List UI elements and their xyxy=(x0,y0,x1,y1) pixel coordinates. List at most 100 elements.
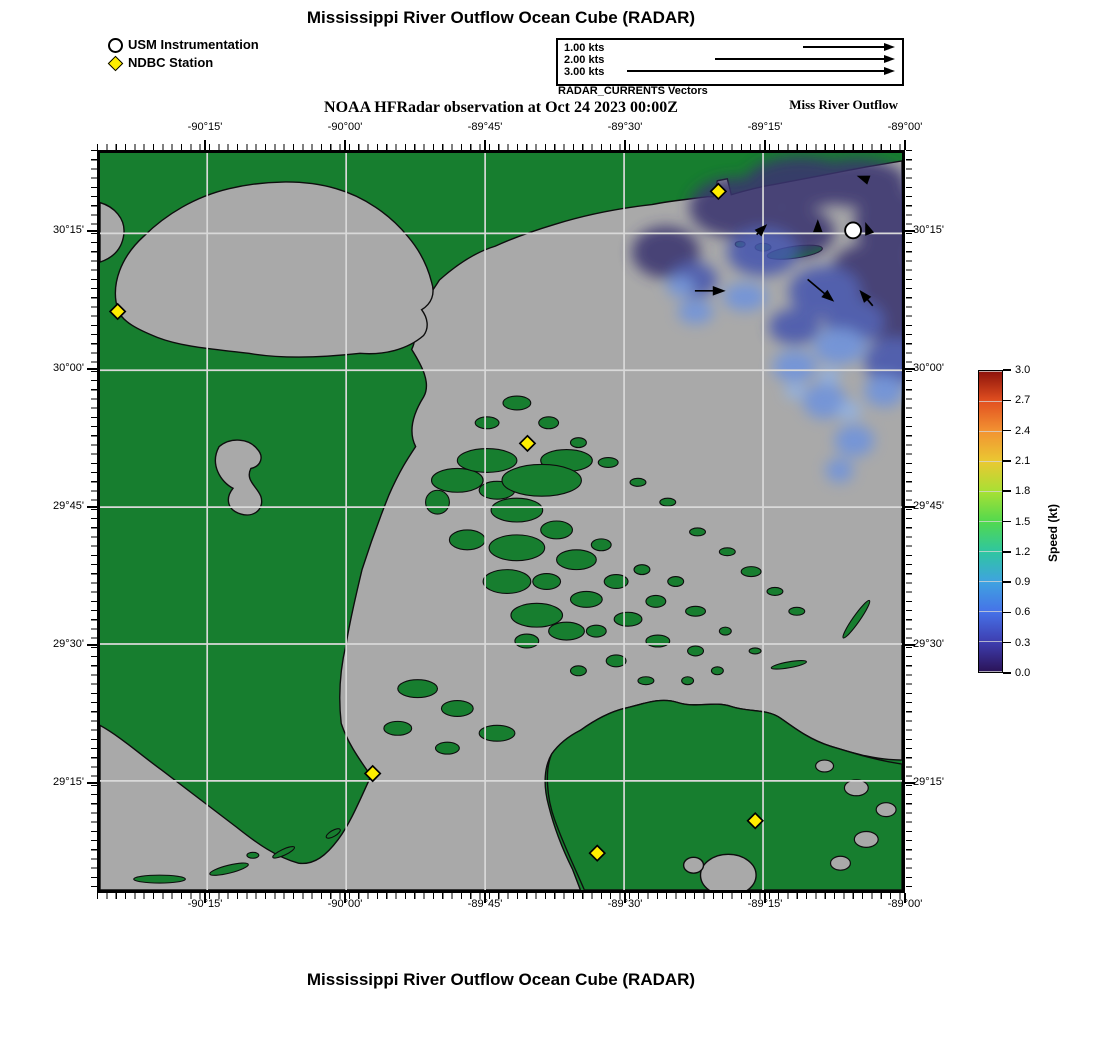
lat-tick-label-left: 30°15' xyxy=(53,224,84,236)
lon-tick-label-top: -90°15' xyxy=(187,121,223,133)
lat-major-tick xyxy=(87,644,97,646)
axis-ticks-right xyxy=(906,150,912,893)
colorbar-tick xyxy=(1003,551,1011,553)
lon-major-tick xyxy=(764,893,766,903)
lat-major-tick xyxy=(87,506,97,508)
current-vector-arrowhead xyxy=(859,289,872,303)
vector-scale-line xyxy=(627,70,884,72)
lon-tick-label-bottom: -90°00' xyxy=(327,898,363,910)
map-overlay-layer xyxy=(100,153,902,890)
lon-major-tick xyxy=(624,893,626,903)
current-vector-tail xyxy=(807,278,828,297)
lat-tick-label-right: 30°00' xyxy=(913,362,944,374)
lat-major-tick xyxy=(903,644,915,646)
page-title: Mississippi River Outflow Ocean Cube (RA… xyxy=(306,8,696,27)
legend-label-usm: USM Instrumentation xyxy=(128,37,259,52)
lon-major-tick xyxy=(344,140,346,150)
lat-major-tick xyxy=(903,782,915,784)
colorbar-tick xyxy=(1003,520,1011,523)
vector-scale-arrowhead-icon xyxy=(884,42,895,51)
lat-tick-label-right: 29°15' xyxy=(913,776,944,788)
lon-major-tick xyxy=(204,140,206,150)
colorbar-tick xyxy=(1003,429,1011,432)
current-vector-arrowhead xyxy=(712,286,726,296)
lake-maurepas xyxy=(100,201,125,263)
ndbc-station-marker xyxy=(108,302,127,321)
colorbar-tick-label: 0.6 xyxy=(1015,606,1031,619)
colorbar-tick xyxy=(1003,641,1011,644)
colorbar-tick xyxy=(1003,672,1011,674)
lat-tick-label-left: 29°15' xyxy=(53,776,84,788)
lat-tick-label-right: 29°45' xyxy=(913,500,944,512)
lon-major-tick xyxy=(904,893,906,903)
colorbar-tick-label: 1.5 xyxy=(1015,515,1031,528)
vector-scale-box: 1.00 kts 2.00 kts 3.00 kts xyxy=(556,38,904,86)
lon-major-tick xyxy=(484,893,486,903)
lat-major-tick xyxy=(87,782,97,784)
lat-tick-label-left: 30°00' xyxy=(53,362,84,374)
lon-tick-label-top: -89°30' xyxy=(607,121,643,133)
ndbc-station-marker xyxy=(746,811,765,830)
ndbc-station-marker xyxy=(709,182,728,201)
ndbc-station-marker xyxy=(363,764,382,783)
lon-tick-label-top: -89°00' xyxy=(887,121,923,133)
current-vector-arrowhead xyxy=(865,221,875,236)
colorbar-tick-label: 3.0 xyxy=(1015,364,1031,376)
colorbar-tick xyxy=(1003,581,1011,583)
lat-major-tick xyxy=(903,506,915,508)
colorbar-tick-label: 0.9 xyxy=(1015,576,1031,589)
map-panel xyxy=(97,150,905,893)
current-vector-arrowhead xyxy=(821,289,835,302)
lake-pontchartrain xyxy=(114,181,434,358)
bottom-title: Mississippi River Outflow Ocean Cube (RA… xyxy=(306,970,696,989)
current-vector-arrowhead xyxy=(856,175,871,185)
colorbar-tick-label: 1.2 xyxy=(1015,545,1031,558)
lat-major-tick xyxy=(87,230,97,232)
lon-major-tick xyxy=(484,140,486,150)
vector-scale-caption: RADAR_CURRENTS Vectors xyxy=(558,85,708,97)
lat-major-tick xyxy=(903,230,915,232)
mississippi-delta xyxy=(546,699,902,890)
vector-scale-arrowhead-icon xyxy=(884,54,895,63)
lon-tick-label-top: -89°45' xyxy=(467,121,503,133)
colorbar-tick xyxy=(1003,611,1011,614)
colorbar-tick-label: 2.1 xyxy=(1015,454,1031,467)
lon-major-tick xyxy=(344,893,346,903)
lat-tick-label-right: 29°30' xyxy=(913,638,944,650)
lon-major-tick xyxy=(764,140,766,150)
marsh-islands xyxy=(383,395,806,755)
lat-tick-label-left: 29°45' xyxy=(53,500,84,512)
lon-tick-label-bottom: -90°15' xyxy=(187,898,223,910)
lat-tick-label-right: 30°15' xyxy=(913,224,944,236)
chandeleur-islands xyxy=(770,599,871,670)
lat-tick-label-left: 29°30' xyxy=(53,638,84,650)
lon-tick-label-bottom: -89°45' xyxy=(467,898,503,910)
vector-scale-line xyxy=(803,46,884,48)
legend-item-usm: USM Instrumentation xyxy=(108,37,259,54)
ndbc-station-marker xyxy=(588,844,607,862)
speed-colorbar xyxy=(978,370,1003,673)
axis-ticks-bottom xyxy=(97,893,905,899)
lon-major-tick xyxy=(904,140,906,150)
vector-scale-2kt: 2.00 kts xyxy=(564,54,605,66)
current-vector-arrowhead xyxy=(813,219,823,233)
legend-label-ndbc: NDBC Station xyxy=(128,55,214,70)
region-subtitle: Miss River Outflow xyxy=(789,97,898,112)
radar-speed-overlay xyxy=(632,156,902,483)
lat-major-tick xyxy=(903,368,915,370)
lon-tick-label-bottom: -89°00' xyxy=(887,898,923,910)
colorbar-tick xyxy=(1003,490,1011,492)
vector-scale-3kt: 3.00 kts xyxy=(564,66,605,78)
lon-tick-label-top: -90°00' xyxy=(327,121,363,133)
usm-circle-icon xyxy=(108,38,123,54)
vector-scale-arrowhead-icon xyxy=(884,66,895,75)
colorbar-tick xyxy=(1003,369,1011,371)
colorbar-tick-label: 2.7 xyxy=(1015,394,1031,407)
colorbar-tick-label: 0.3 xyxy=(1015,636,1031,649)
colorbar-tick-label: 1.8 xyxy=(1015,485,1031,498)
colorbar-tick xyxy=(1003,460,1011,462)
colorbar-tick-label: 2.4 xyxy=(1015,424,1031,437)
legend-item-ndbc: NDBC Station xyxy=(107,55,214,72)
lon-tick-label-bottom: -89°15' xyxy=(747,898,783,910)
